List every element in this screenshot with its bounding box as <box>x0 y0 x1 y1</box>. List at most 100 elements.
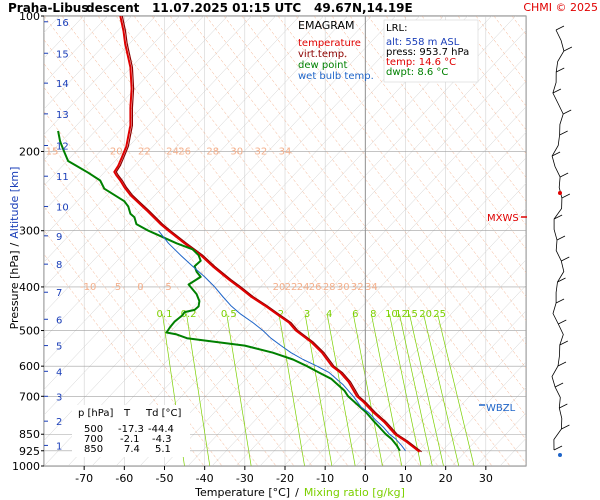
dry-adiabat-line <box>44 39 367 466</box>
altitude-tick-label: 16 <box>56 18 69 29</box>
table-row-t: -17.3 <box>118 424 144 435</box>
background-lines <box>44 0 600 466</box>
chart-title-mode: descent <box>86 1 140 15</box>
moist-adiabat-line <box>44 16 180 161</box>
table-row-td: 5.1 <box>155 444 171 455</box>
mixing-ratio-line <box>423 314 460 466</box>
mixing-ratio-line <box>437 314 475 466</box>
mixing-ratio-label: 0.1 <box>157 309 173 320</box>
dry-adiabat-label: 26 <box>178 146 191 157</box>
altitude-tick-label: 2 <box>56 417 62 428</box>
dry-adiabat-label: 5 <box>165 282 171 293</box>
wind-barb <box>562 109 572 115</box>
dry-adiabat-label: 34 <box>365 282 378 293</box>
profile-series <box>57 16 422 453</box>
virt-temp-line <box>115 16 422 453</box>
moist-adiabat-line <box>596 0 600 466</box>
mixing-ratio-label: 8 <box>370 309 376 320</box>
dry-adiabat-line <box>530 16 600 466</box>
wet-bulb-temp-line <box>158 230 406 452</box>
wind-barb <box>553 214 563 220</box>
dry-adiabat-line <box>97 16 439 466</box>
mixing-ratio-line <box>399 314 433 466</box>
dry-adiabat-line <box>151 16 493 466</box>
altitude-tick-label: 5 <box>56 342 62 353</box>
table-header-p: p [hPa] <box>78 408 113 419</box>
dry-adiabat-line <box>44 134 295 466</box>
y-tick-label: 300 <box>19 225 40 238</box>
table-row-p: 700 <box>84 434 103 445</box>
dry-adiabat-label: 28 <box>206 146 219 157</box>
dry-adiabat-label: 15 <box>46 146 59 157</box>
mixing-ratio-label: 20 <box>419 309 432 320</box>
wind-barb <box>563 46 573 52</box>
dry-adiabat-label: 22 <box>138 146 151 157</box>
wind-barb <box>556 235 566 241</box>
wind-barb <box>557 277 566 283</box>
moist-adiabat-line <box>211 132 526 466</box>
legend-item-temperature: temperature <box>298 38 361 49</box>
moist-adiabat-line <box>44 16 252 237</box>
moist-adiabat-line <box>44 16 300 288</box>
x-tick-label: -30 <box>236 472 254 485</box>
dry-adiabat-line <box>241 16 526 393</box>
table-row-t: -2.1 <box>120 434 140 445</box>
table-background <box>72 405 190 457</box>
dry-adiabat-line <box>566 16 600 466</box>
y-tick-label: 700 <box>19 390 40 403</box>
mixing-ratio-label: 6 <box>352 309 358 320</box>
altitude-tick-label: 6 <box>56 315 62 326</box>
dry-adiabat-line <box>44 110 313 466</box>
moist-adiabat-line <box>355 285 526 466</box>
moist-adiabat-line <box>379 310 526 466</box>
moist-adiabat-line <box>44 16 132 110</box>
y-tick-label: 400 <box>19 281 40 294</box>
dry-adiabat-line <box>223 16 526 417</box>
table-header-td: Td [°C] <box>145 408 182 419</box>
mixing-ratio-label: 2 <box>278 309 284 320</box>
mixing-ratio-label: 25 <box>433 309 446 320</box>
legend: EMAGRAM temperature virt.temp. dew point… <box>298 19 374 82</box>
moist-adiabat-line <box>331 259 526 466</box>
dry-adiabat-label: -5 <box>111 282 121 293</box>
lrl-press: press: 953.7 hPa <box>386 47 469 58</box>
x-axis-title: Temperature [°C] / Mixing ratio [g/kg] <box>194 486 405 499</box>
moist-adiabat-line <box>44 16 396 390</box>
dry-adiabat-line <box>44 229 223 466</box>
dry-adiabat-line <box>584 16 600 466</box>
moist-adiabat-line <box>163 81 526 466</box>
wind-barb <box>553 445 563 451</box>
y-tick-label: 850 <box>19 428 40 441</box>
mixing-ratio-line <box>226 314 252 466</box>
mixing-ratio-label: 12 <box>395 309 408 320</box>
dew-point-line <box>57 130 401 452</box>
y-tick-label: 200 <box>19 145 40 158</box>
x-tick-label: -20 <box>276 472 294 485</box>
moist-adiabat-line <box>44 16 108 84</box>
wbzl-label: WBZL <box>486 403 516 414</box>
chart-title-datetime: 11.07.2025 01:15 UTC <box>152 1 301 15</box>
dry-adiabat-label: 20 <box>110 146 123 157</box>
dry-adiabat-line <box>44 158 277 466</box>
wind-barb <box>559 172 569 178</box>
table-row-t: 7.4 <box>124 444 140 455</box>
y-tick-label: 600 <box>19 360 40 373</box>
y-tick-label: 100 <box>19 10 40 23</box>
y-tick-label: 500 <box>19 325 40 338</box>
table-row-td: -44.4 <box>148 424 174 435</box>
x-tick-label: 20 <box>439 472 453 485</box>
dry-adiabat-line <box>133 16 475 466</box>
dry-adiabat-line <box>331 16 526 274</box>
wind-barbs <box>551 25 573 457</box>
dry-adiabat-line <box>205 16 526 440</box>
wind-barb <box>559 340 569 346</box>
moist-adiabat-line <box>283 208 526 466</box>
adiabat-labels: 15 20 22 24 26 28 30 32 34-10 -5 0 5 20 22 24 26 28 30 32 3… <box>46 146 446 320</box>
moist-adiabat-line <box>548 0 600 466</box>
mxws-label: MXWS <box>487 213 519 224</box>
dry-adiabat-label: 30 <box>230 146 243 157</box>
mixing-ratio-label: 0.5 <box>221 309 237 320</box>
mixing-ratio-label: 3 <box>304 309 310 320</box>
dry-adiabat-line <box>79 16 421 466</box>
wind-barb <box>558 319 567 325</box>
